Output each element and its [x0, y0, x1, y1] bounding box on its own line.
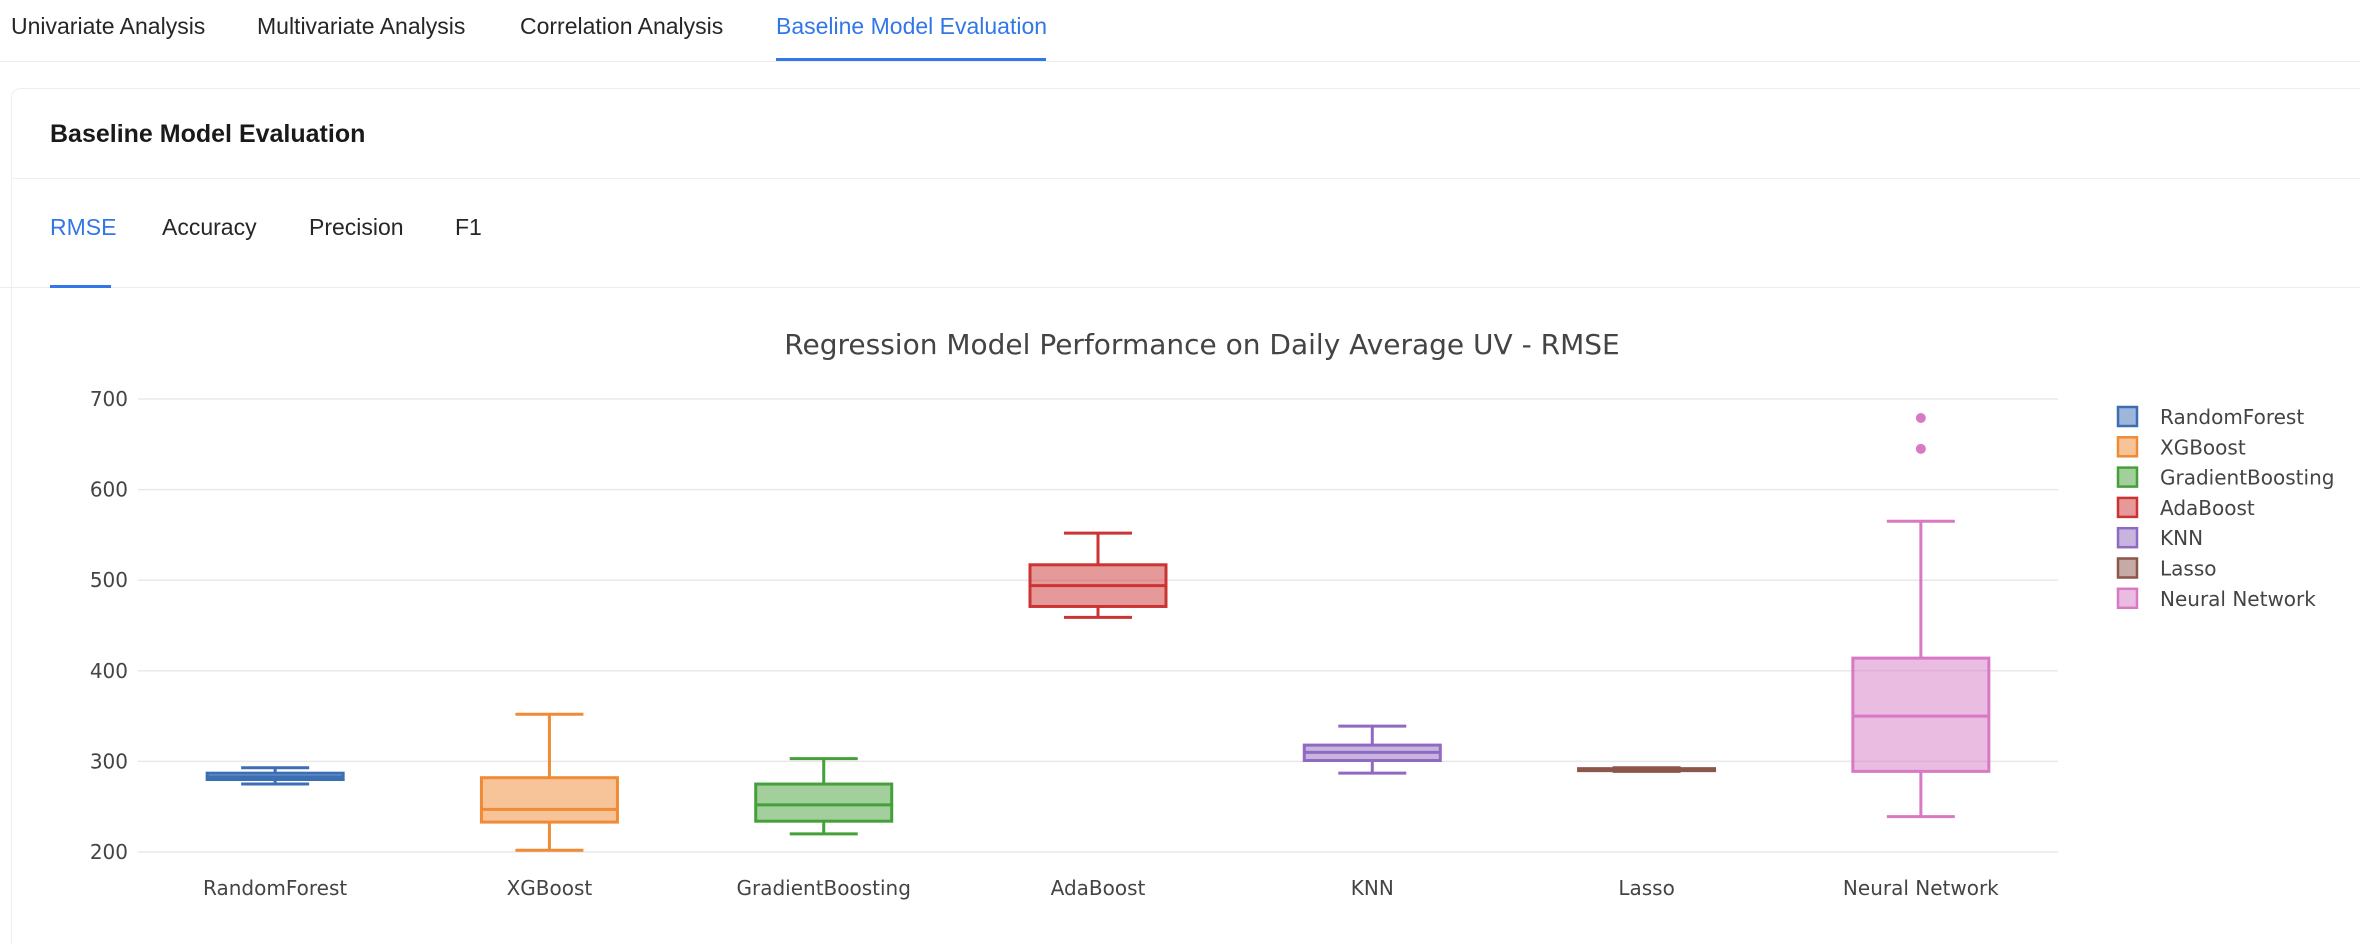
outlier-point: [1915, 413, 1926, 424]
legend-label: Lasso: [2160, 557, 2216, 581]
chart-title: Regression Model Performance on Daily Av…: [784, 328, 1619, 361]
y-tick-label: 500: [90, 568, 128, 592]
legend-label: Neural Network: [2160, 587, 2316, 611]
tab-precision[interactable]: Precision: [309, 214, 404, 240]
legend-swatch: [2116, 587, 2139, 610]
y-tick-label: 700: [90, 387, 128, 411]
legend-swatch: [2116, 496, 2139, 519]
box-xgboost: [479, 776, 619, 824]
tab-rmse[interactable]: RMSE: [50, 214, 117, 240]
outlier-point: [1915, 443, 1926, 454]
legend-swatch: [2116, 557, 2139, 579]
box-plot-svg: Regression Model Performance on Daily Av…: [90, 328, 2335, 900]
box-plot-chart: Regression Model Performance on Daily Av…: [0, 300, 2360, 944]
y-tick-label: 200: [90, 840, 128, 864]
tab-multivariate-analysis[interactable]: Multivariate Analysis: [257, 13, 466, 39]
analysis-tab-bar: Univariate Analysis Multivariate Analysi…: [0, 0, 2360, 62]
y-tick-label: 300: [90, 749, 128, 773]
card-title: Baseline Model Evaluation: [50, 120, 366, 148]
legend-swatch: [2116, 436, 2139, 458]
evaluation-card: Baseline Model Evaluation: [11, 88, 2360, 944]
x-tick-label: RandomForest: [203, 876, 347, 900]
tab-baseline-model-evaluation[interactable]: Baseline Model Evaluation: [776, 13, 1048, 39]
legend-swatch: [2116, 526, 2139, 549]
x-tick-label: XGBoost: [507, 876, 593, 900]
y-tick-label: 600: [90, 478, 128, 502]
box-gradientboosting: [754, 782, 894, 823]
tab-univariate-analysis[interactable]: Univariate Analysis: [11, 13, 206, 39]
metric-tab-bar: RMSE Accuracy Precision F1: [0, 200, 2360, 288]
legend-label: KNN: [2160, 526, 2203, 550]
legend-label: RandomForest: [2160, 405, 2304, 429]
legend-label: GradientBoosting: [2160, 466, 2334, 490]
x-tick-label: AdaBoost: [1051, 876, 1146, 900]
x-tick-label: KNN: [1351, 876, 1394, 900]
x-tick-label: Neural Network: [1843, 876, 1999, 900]
legend-label: XGBoost: [2160, 435, 2246, 459]
active-tab-indicator: [776, 58, 1046, 61]
x-tick-label: GradientBoosting: [736, 876, 910, 900]
tab-correlation-analysis[interactable]: Correlation Analysis: [520, 13, 724, 39]
legend-swatch: [2116, 405, 2139, 428]
tab-accuracy[interactable]: Accuracy: [162, 214, 257, 240]
x-tick-label: Lasso: [1618, 876, 1674, 900]
legend-label: AdaBoost: [2160, 496, 2255, 520]
active-metric-indicator: [50, 285, 111, 288]
card-header: Baseline Model Evaluation: [12, 89, 2360, 179]
tab-f1[interactable]: F1: [455, 214, 482, 240]
y-tick-label: 400: [90, 659, 128, 683]
legend-swatch: [2116, 466, 2139, 488]
